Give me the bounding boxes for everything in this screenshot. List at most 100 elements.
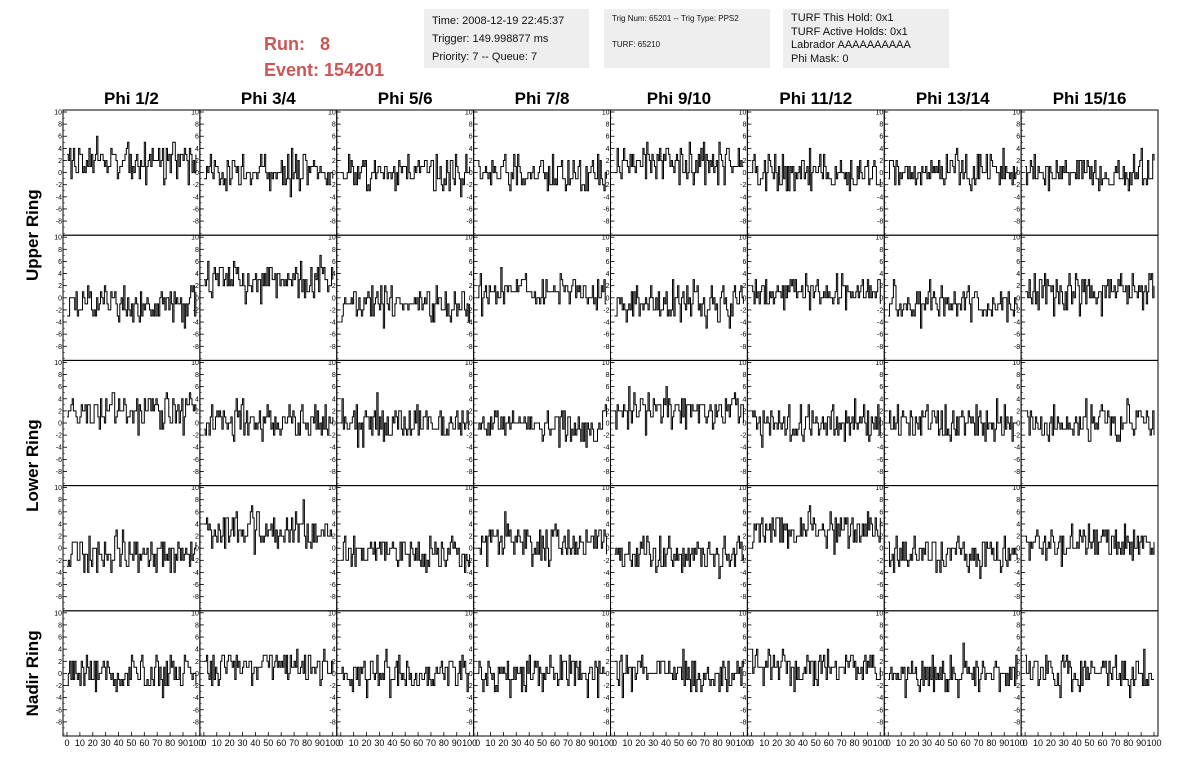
y-tick-label: -2 xyxy=(603,307,609,314)
y-tick-label: 4 xyxy=(332,146,336,153)
y-tick-label: 8 xyxy=(742,497,746,504)
y-tick-label: 4 xyxy=(879,396,883,403)
x-tick-label: 100 xyxy=(873,738,888,748)
waveform-trace xyxy=(614,535,744,579)
y-tick-label: 8 xyxy=(879,497,883,504)
panel-frame xyxy=(199,234,338,361)
y-tick-label: 0 xyxy=(606,421,610,428)
y-tick-label: -6 xyxy=(1014,332,1020,339)
panel-frame xyxy=(336,234,475,361)
y-tick-label: -8 xyxy=(1014,344,1020,351)
y-tick-label: 8 xyxy=(332,122,336,129)
y-tick-label: 2 xyxy=(1016,283,1020,290)
y-tick-label: -8 xyxy=(603,219,609,226)
y-tick-label: -2 xyxy=(466,683,472,690)
y-tick-label: 6 xyxy=(879,509,883,516)
y-tick-label: 2 xyxy=(469,408,473,415)
x-tick-label: 100 xyxy=(325,738,340,748)
run-number: 8 xyxy=(320,34,331,54)
y-tick-label: 4 xyxy=(879,146,883,153)
y-tick-label: 6 xyxy=(606,134,610,141)
y-tick-label: -8 xyxy=(877,469,883,476)
time-info-box: Time: 2008-12-19 22:45:37 Trigger: 149.9… xyxy=(424,9,589,68)
y-tick-label: -2 xyxy=(740,683,746,690)
y-tick-label: -2 xyxy=(740,182,746,189)
y-tick-label: 6 xyxy=(879,635,883,642)
y-tick-label: -4 xyxy=(466,570,472,577)
y-tick-label: 4 xyxy=(58,647,62,654)
x-tick-label: 20 xyxy=(225,738,235,748)
x-tick-label: 100 xyxy=(736,738,751,748)
y-tick-label: 0 xyxy=(58,546,62,553)
y-tick-label: 6 xyxy=(332,509,336,516)
y-tick-label: 0 xyxy=(195,546,199,553)
y-tick-label: 10 xyxy=(875,485,883,492)
y-tick-label: -2 xyxy=(193,182,199,189)
y-tick-label: 8 xyxy=(879,372,883,379)
panel-frame xyxy=(199,485,338,612)
y-tick-label: 10 xyxy=(54,235,62,242)
y-tick-label: 2 xyxy=(58,659,62,666)
y-tick-label: 2 xyxy=(879,534,883,541)
y-tick-label: -8 xyxy=(603,344,609,351)
y-tick-label: 2 xyxy=(195,534,199,541)
y-tick-label: -8 xyxy=(877,219,883,226)
y-tick-label: 6 xyxy=(195,384,199,391)
y-tick-label: -4 xyxy=(193,695,199,702)
x-tick-label: 80 xyxy=(1123,738,1133,748)
x-tick-label: 30 xyxy=(1059,738,1069,748)
y-tick-label: 10 xyxy=(328,485,336,492)
x-tick-label: 50 xyxy=(674,738,684,748)
y-tick-label: 6 xyxy=(469,259,473,266)
y-tick-label: 2 xyxy=(332,534,336,541)
y-tick-label: 2 xyxy=(1016,534,1020,541)
y-tick-label: 4 xyxy=(1016,271,1020,278)
y-tick-label: -4 xyxy=(193,570,199,577)
waveform-trace xyxy=(751,398,881,448)
waveform-trace xyxy=(340,648,470,699)
y-tick-label: -4 xyxy=(877,320,883,327)
y-tick-label: 0 xyxy=(606,295,610,302)
y-tick-label: 8 xyxy=(879,122,883,129)
x-tick-label: 40 xyxy=(114,738,124,748)
y-tick-label: -8 xyxy=(56,219,62,226)
y-tick-label: -6 xyxy=(603,206,609,213)
waveform-trace xyxy=(340,285,471,329)
y-tick-label: 0 xyxy=(606,671,610,678)
y-tick-label: 6 xyxy=(469,384,473,391)
y-tick-label: -4 xyxy=(56,570,62,577)
y-tick-label: 6 xyxy=(58,384,62,391)
y-tick-label: 8 xyxy=(195,497,199,504)
y-tick-label: -6 xyxy=(330,457,336,464)
y-tick-label: -8 xyxy=(56,594,62,601)
y-tick-label: 0 xyxy=(195,170,199,177)
y-tick-label: -4 xyxy=(193,445,199,452)
trigger-text: Trigger: 149.998877 ms xyxy=(432,33,549,45)
y-tick-label: -4 xyxy=(330,570,336,577)
waveform-trace xyxy=(751,147,881,192)
y-tick-label: -8 xyxy=(740,469,746,476)
x-tick-label: 0 xyxy=(749,738,754,748)
y-tick-label: -6 xyxy=(330,332,336,339)
y-tick-label: -2 xyxy=(330,182,336,189)
y-tick-label: -4 xyxy=(603,570,609,577)
waveform-trace xyxy=(751,273,881,311)
y-tick-label: 10 xyxy=(191,110,199,117)
waveform-trace xyxy=(477,267,607,317)
y-tick-label: 10 xyxy=(328,235,336,242)
y-tick-label: -6 xyxy=(193,457,199,464)
x-tick-label: 90 xyxy=(725,738,735,748)
y-tick-label: 4 xyxy=(58,396,62,403)
y-tick-label: -4 xyxy=(1014,194,1020,201)
x-tick-label: 80 xyxy=(713,738,723,748)
x-tick-label: 20 xyxy=(772,738,782,748)
y-tick-label: 4 xyxy=(742,271,746,278)
y-tick-label: 6 xyxy=(58,509,62,516)
y-tick-label: 8 xyxy=(1016,247,1020,254)
y-tick-label: -6 xyxy=(193,707,199,714)
y-tick-label: 6 xyxy=(879,384,883,391)
x-tick-label: 0 xyxy=(338,738,343,748)
x-tick-label: 60 xyxy=(550,738,560,748)
y-tick-label: 0 xyxy=(332,170,336,177)
x-tick-label: 40 xyxy=(387,738,397,748)
